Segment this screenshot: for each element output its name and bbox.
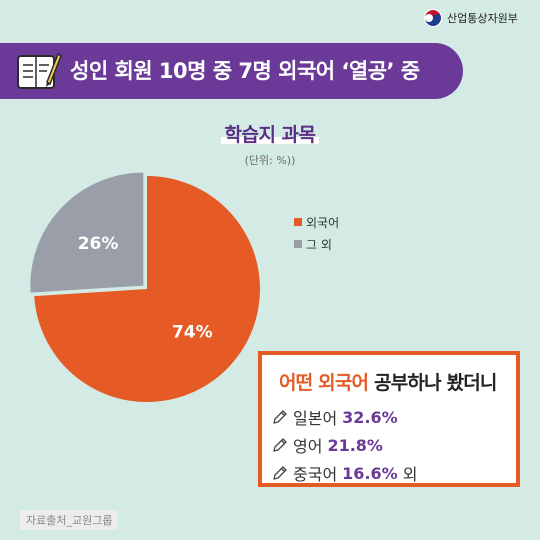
legend-swatch: [294, 240, 302, 248]
chart-title: 학습지 과목: [0, 120, 540, 147]
source-credit: 자료출처_교원그룹: [20, 510, 119, 530]
legend-item-foreign-language: 외국어: [294, 211, 339, 233]
banner-title: 성인 회원 10명 중 7명 외국어 ‘열공’ 중: [70, 59, 420, 83]
pencil-icon: [273, 438, 287, 452]
callout-item-english: 영어 21.8%: [272, 433, 383, 457]
callout-item-chinese: 중국어 16.6% 외: [272, 461, 417, 485]
pie-value-label-1: 26%: [78, 234, 119, 254]
notebook-icon: [17, 52, 62, 89]
legend-label: 그 외: [306, 237, 332, 252]
chart-legend: 외국어 그 외: [294, 211, 339, 255]
language-suffix: 외: [402, 465, 418, 484]
callout-title-rest: 공부하나 봤더니: [368, 372, 497, 394]
ministry-logo: 산업통상자원부: [424, 9, 518, 27]
language-percent: 16.6%: [342, 463, 398, 483]
chart-unit: (단위: %)): [244, 154, 296, 167]
language-name: 일본어: [293, 409, 338, 428]
callout-title-accent: 어떤 외국어: [279, 372, 369, 394]
pie-slice-0: [34, 176, 261, 402]
language-name: 영어: [293, 437, 323, 456]
legend-label: 외국어: [306, 215, 340, 230]
language-percent: 32.6%: [342, 407, 398, 427]
pie-slice-1: [30, 172, 144, 293]
pencil-icon: [273, 466, 287, 480]
header-banner: 성인 회원 10명 중 7명 외국어 ‘열공’ 중: [0, 43, 463, 99]
logo-text: 산업통상자원부: [447, 12, 518, 25]
pencil-icon: [273, 410, 287, 424]
legend-item-other: 그 외: [294, 233, 339, 255]
callout-title: 어떤 외국어 공부하나 봤더니: [279, 368, 497, 395]
callout-item-japanese: 일본어 32.6%: [272, 405, 398, 429]
language-percent: 21.8%: [327, 435, 383, 455]
taegeuk-icon: [424, 9, 442, 27]
language-name: 중국어: [293, 465, 338, 484]
pie-value-label-0: 74%: [172, 323, 213, 343]
legend-swatch: [294, 218, 302, 226]
language-callout-box: 어떤 외국어 공부하나 봤더니 일본어 32.6% 영어 21.8% 중국어 1…: [258, 351, 520, 487]
